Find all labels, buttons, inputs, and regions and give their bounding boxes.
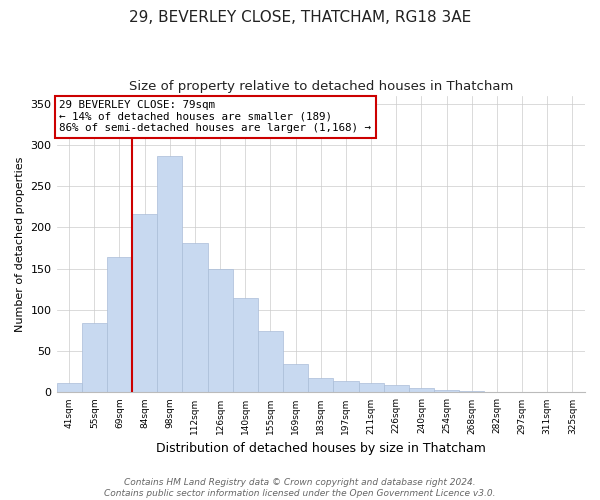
Bar [132, 214, 157, 392]
Bar [409, 388, 434, 392]
Bar [258, 330, 283, 392]
Bar [182, 243, 208, 392]
Bar [82, 323, 107, 392]
Bar [157, 156, 182, 392]
Bar [434, 390, 459, 392]
Bar [233, 298, 258, 392]
Text: 29, BEVERLEY CLOSE, THATCHAM, RG18 3AE: 29, BEVERLEY CLOSE, THATCHAM, RG18 3AE [129, 10, 471, 25]
Text: 29 BEVERLEY CLOSE: 79sqm
← 14% of detached houses are smaller (189)
86% of semi-: 29 BEVERLEY CLOSE: 79sqm ← 14% of detach… [59, 100, 371, 133]
Bar [56, 384, 82, 392]
Bar [107, 257, 132, 392]
Text: Contains HM Land Registry data © Crown copyright and database right 2024.
Contai: Contains HM Land Registry data © Crown c… [104, 478, 496, 498]
Bar [308, 378, 334, 392]
Y-axis label: Number of detached properties: Number of detached properties [15, 156, 25, 332]
Bar [359, 382, 383, 392]
Bar [459, 391, 484, 392]
Bar [283, 364, 308, 392]
Bar [383, 385, 409, 392]
Bar [208, 268, 233, 392]
X-axis label: Distribution of detached houses by size in Thatcham: Distribution of detached houses by size … [156, 442, 486, 455]
Title: Size of property relative to detached houses in Thatcham: Size of property relative to detached ho… [128, 80, 513, 93]
Bar [334, 381, 359, 392]
